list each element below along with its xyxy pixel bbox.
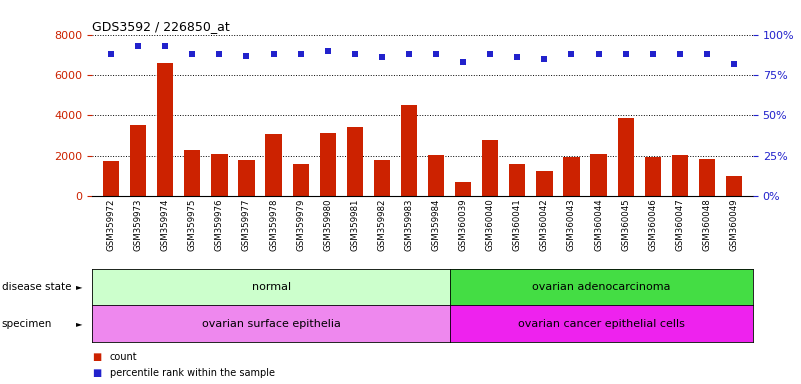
Bar: [618, 118, 634, 196]
Text: GDS3592 / 226850_at: GDS3592 / 226850_at: [92, 20, 230, 33]
Bar: [698, 159, 715, 196]
Point: [131, 43, 144, 49]
Bar: [537, 170, 553, 196]
Point: [294, 51, 307, 57]
Bar: [455, 182, 471, 196]
Bar: [374, 160, 390, 196]
Point: [105, 51, 118, 57]
Point: [701, 51, 714, 57]
Point: [538, 56, 551, 62]
Text: ■: ■: [92, 351, 102, 362]
Bar: [157, 63, 173, 196]
Point: [348, 51, 361, 57]
Text: ■: ■: [92, 368, 102, 379]
Bar: [563, 157, 580, 196]
Point: [457, 59, 469, 65]
Text: ►: ►: [76, 319, 83, 328]
Text: ovarian surface epithelia: ovarian surface epithelia: [202, 318, 340, 329]
Text: specimen: specimen: [2, 318, 52, 329]
Point: [240, 53, 253, 59]
Point: [376, 54, 388, 60]
Bar: [103, 161, 119, 196]
Bar: [482, 141, 498, 196]
Point: [646, 51, 659, 57]
Text: normal: normal: [252, 282, 291, 292]
Bar: [265, 134, 282, 196]
Bar: [184, 151, 200, 196]
Point: [565, 51, 578, 57]
Bar: [645, 157, 661, 196]
Point: [321, 48, 334, 54]
Bar: [320, 133, 336, 196]
Point: [619, 51, 632, 57]
Point: [727, 61, 740, 67]
Bar: [726, 176, 742, 196]
Point: [403, 51, 416, 57]
Point: [159, 43, 171, 49]
Bar: [590, 154, 606, 196]
Point: [592, 51, 605, 57]
Bar: [428, 154, 445, 196]
Bar: [292, 164, 308, 196]
Point: [511, 54, 524, 60]
Bar: [400, 105, 417, 196]
Point: [186, 51, 199, 57]
Bar: [211, 154, 227, 196]
Bar: [672, 154, 688, 196]
Bar: [509, 164, 525, 196]
Text: disease state: disease state: [2, 282, 71, 292]
Bar: [347, 127, 363, 196]
Text: percentile rank within the sample: percentile rank within the sample: [110, 368, 275, 379]
Point: [268, 51, 280, 57]
Point: [429, 51, 442, 57]
Text: ovarian adenocarcinoma: ovarian adenocarcinoma: [532, 282, 670, 292]
Text: ovarian cancer epithelial cells: ovarian cancer epithelial cells: [518, 318, 685, 329]
Point: [674, 51, 686, 57]
Point: [213, 51, 226, 57]
Point: [484, 51, 497, 57]
Bar: [239, 160, 255, 196]
Text: ►: ►: [76, 283, 83, 291]
Bar: [130, 125, 147, 196]
Text: count: count: [110, 351, 137, 362]
